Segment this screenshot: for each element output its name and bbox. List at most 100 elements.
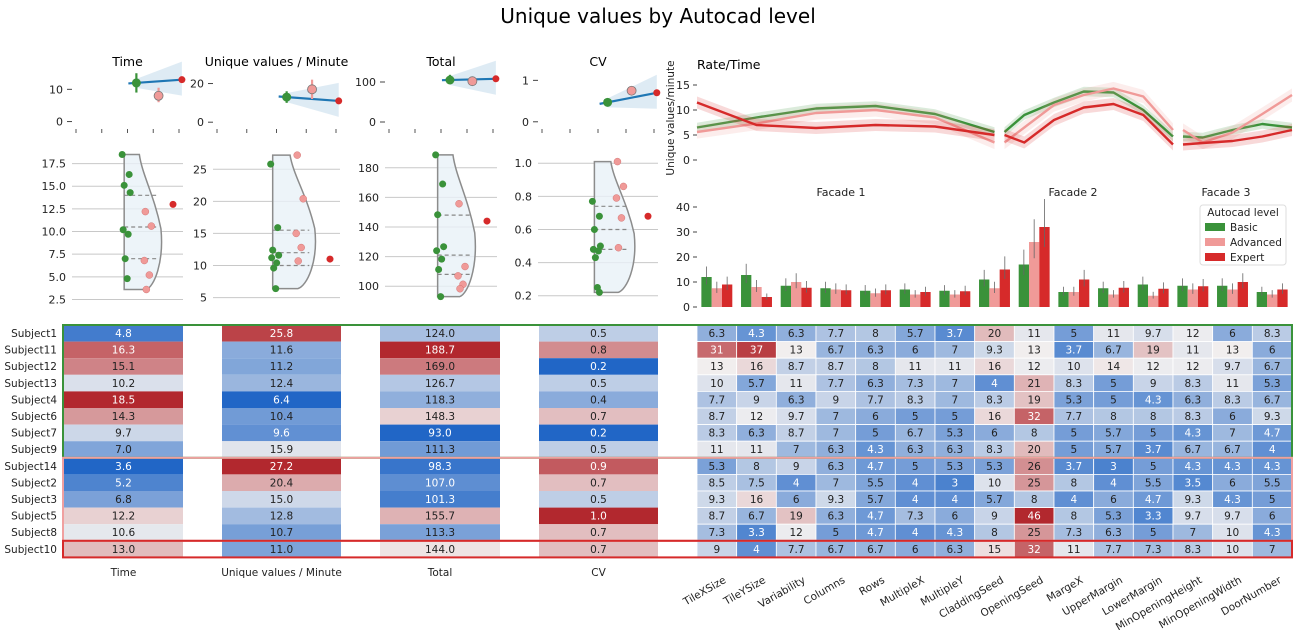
metric-column-label: Time (110, 567, 137, 579)
rate-time-line-expert (696, 101, 995, 137)
top-time-point (153, 90, 164, 101)
param-cell-value: 37 (750, 345, 763, 357)
strip-cv-point-expert (644, 212, 652, 220)
metric-cell (222, 391, 341, 408)
strip-uvm-point-expert (326, 255, 334, 263)
metric-column-label: Total (427, 567, 453, 579)
param-cell-value: 4 (912, 477, 919, 489)
metric-cell-value: 0.7 (590, 411, 607, 423)
param-cell-value: 6.7 (748, 511, 765, 523)
strip-time-point-basic (123, 275, 131, 283)
subject-label: Subject5 (11, 511, 57, 523)
strip-cv-ytick: 0.6 (515, 223, 533, 236)
param-cell-value: 46 (1027, 511, 1041, 523)
metric-cell-value: 20.4 (270, 477, 294, 489)
param-cell-value: 9.3 (986, 345, 1003, 357)
param-cell-value: 6 (912, 345, 919, 357)
rate-time-xlabel: Facade 3 (1201, 186, 1250, 199)
param-cell-value: 26 (1027, 461, 1041, 473)
top-time-point (131, 78, 141, 88)
top-uvm-ytick: 0 (197, 116, 204, 129)
param-cell-value: 3.3 (1145, 511, 1162, 523)
bar-basic (1137, 284, 1149, 307)
param-cell-value: 13 (710, 361, 723, 373)
metric-cell-value: 126.7 (425, 378, 455, 390)
bar-expert (721, 284, 733, 307)
top-total-point (467, 76, 478, 87)
param-cell-value: 8.5 (708, 477, 725, 489)
param-cell-value: 11 (789, 378, 802, 390)
param-cell-value: 5.3 (946, 428, 963, 440)
bar-expert (761, 297, 772, 307)
param-cell-value: 8.7 (708, 511, 725, 523)
strip-total-point-basic (437, 293, 445, 301)
param-cell-value: 3.3 (748, 527, 765, 539)
param-cell-value: 12 (1027, 361, 1040, 373)
metric-cell-value: 188.7 (425, 345, 455, 357)
bar-expert (1039, 227, 1050, 307)
metric-cell (380, 391, 500, 408)
param-cell-value: 4 (793, 477, 800, 489)
metric-cell-value: 14.3 (112, 411, 135, 423)
top-total-point (492, 75, 500, 83)
param-cell-value: 5 (1070, 444, 1077, 456)
strip-time-ytick: 5.0 (49, 271, 67, 284)
param-cell-value: 5.3 (708, 461, 725, 473)
bar-advanced (711, 288, 722, 307)
metric-cell-value: 1.0 (590, 511, 607, 523)
param-cell-value: 6 (991, 428, 998, 440)
param-cell-value: 7.7 (827, 378, 844, 390)
param-cell-value: 4 (912, 527, 919, 539)
param-cell-value: 9.3 (1264, 411, 1281, 423)
rate-time-band-advanced (1004, 81, 1173, 150)
legend-label-advanced: Advanced (1230, 237, 1282, 249)
metric-cell (222, 540, 341, 558)
metric-cell (222, 507, 341, 525)
param-cell-value: 5.7 (907, 328, 924, 340)
metric-cell-value: 155.7 (425, 511, 455, 523)
param-cell-value: 6 (912, 544, 919, 556)
metric-cell-value: 11.2 (270, 361, 293, 373)
strip-time-point-basic (118, 151, 126, 159)
bar-basic (899, 289, 911, 307)
strip-time-ytick: 10.0 (42, 226, 67, 239)
strip-cv-point-advanced (614, 243, 623, 252)
param-cell-value: 8 (872, 361, 879, 373)
bar-expert (920, 292, 931, 307)
param-cell-value: 6.7 (1264, 394, 1281, 406)
metric-cell-value: 6.4 (273, 394, 290, 406)
top-cv-point (603, 97, 613, 107)
param-cell-value: 6.3 (748, 428, 765, 440)
metric-cell-value: 11.0 (270, 544, 293, 556)
strip-time-point-advanced (142, 285, 151, 294)
rate-time-line-expert (1004, 102, 1174, 146)
param-cell-value: 32 (1027, 544, 1040, 556)
metric-cell-value: 13.0 (112, 544, 135, 556)
strip-cv-ytick: 0.2 (515, 290, 533, 303)
strip-total-ytick: 160 (358, 191, 379, 204)
bar-basic (1058, 292, 1069, 307)
top-time-ytick: 0 (56, 116, 63, 129)
metric-cell (64, 325, 183, 342)
bar-advanced (1029, 242, 1040, 307)
param-cell-value: 4.7 (867, 511, 884, 523)
param-cell-value: 4 (951, 494, 958, 506)
top-cv-ytick: 1 (522, 74, 529, 87)
top-time-title: Time (111, 54, 143, 69)
strip-cv-point-advanced (613, 157, 622, 166)
param-cell-value: 7.3 (708, 527, 725, 539)
metric-cell (539, 341, 658, 359)
legend-label-expert: Expert (1230, 252, 1264, 264)
metric-cell (380, 474, 500, 491)
metric-cell-value: 144.0 (425, 544, 455, 556)
subject-label: Subject7 (11, 428, 57, 440)
param-cell-value: 9.3 (1184, 494, 1201, 506)
strip-total-ytick: 140 (358, 221, 379, 234)
param-cell-value: 6.3 (1184, 394, 1201, 406)
metric-cell (539, 424, 658, 442)
rate-time-ytick: 0 (683, 154, 690, 167)
bar-advanced (910, 294, 921, 307)
strip-uvm-point-basic (275, 251, 283, 259)
group-outline (62, 539, 1293, 559)
metric-cell-value: 5.2 (115, 477, 132, 489)
